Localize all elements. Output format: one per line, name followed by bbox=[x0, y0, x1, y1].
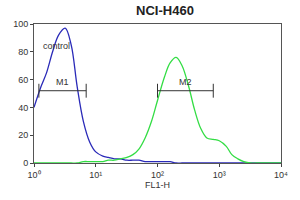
svg-text:10¹: 10¹ bbox=[89, 170, 102, 180]
svg-text:NCI-H460: NCI-H460 bbox=[136, 3, 194, 18]
svg-text:20: 20 bbox=[18, 130, 28, 140]
svg-text:M2: M2 bbox=[179, 77, 192, 87]
svg-text:FL1-H: FL1-H bbox=[145, 180, 170, 190]
svg-text:40: 40 bbox=[18, 103, 28, 113]
svg-text:10³: 10³ bbox=[213, 170, 226, 180]
svg-text:80: 80 bbox=[18, 47, 28, 57]
svg-text:100: 100 bbox=[13, 19, 28, 29]
svg-text:0: 0 bbox=[23, 158, 28, 168]
svg-text:M1: M1 bbox=[56, 77, 69, 87]
svg-text:60: 60 bbox=[18, 75, 28, 85]
svg-text:10⁰: 10⁰ bbox=[27, 170, 40, 180]
svg-text:control: control bbox=[43, 41, 70, 51]
svg-text:10²: 10² bbox=[151, 170, 164, 180]
svg-text:10⁴: 10⁴ bbox=[274, 170, 288, 180]
